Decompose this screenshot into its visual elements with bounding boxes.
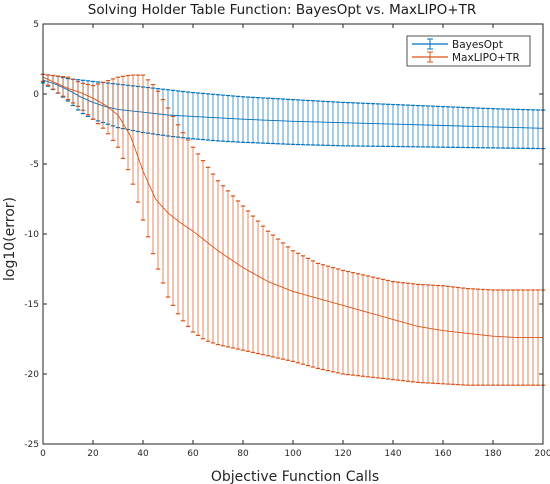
x-tick-label: 140 bbox=[384, 449, 401, 459]
legend-label: MaxLIPO+TR bbox=[452, 52, 520, 64]
x-tick-label: 120 bbox=[334, 449, 351, 459]
x-tick-label: 40 bbox=[137, 449, 149, 459]
y-tick-label: -15 bbox=[24, 300, 39, 310]
chart-title: Solving Holder Table Function: BayesOpt … bbox=[88, 2, 476, 18]
x-tick-label: 100 bbox=[284, 449, 301, 459]
y-tick-label: 0 bbox=[33, 90, 39, 100]
series-maxlipo-tr bbox=[40, 73, 546, 386]
x-tick-label: 20 bbox=[87, 449, 99, 459]
axis-ticks: 0 20 40 60 80 100 120 140 160 180 200 5 0 -5 -10 -15 -20… bbox=[24, 20, 550, 459]
series-bayesopt bbox=[40, 73, 546, 150]
x-tick-label: 180 bbox=[484, 449, 501, 459]
x-tick-label: 0 bbox=[40, 449, 46, 459]
y-axis-label: log10(error) bbox=[2, 197, 18, 281]
y-tick-label: -5 bbox=[30, 160, 39, 170]
legend-label: BayesOpt bbox=[452, 39, 503, 51]
plot-area bbox=[40, 73, 546, 386]
y-tick-label: -25 bbox=[24, 440, 39, 450]
x-tick-label: 160 bbox=[434, 449, 451, 459]
mean-line bbox=[42, 76, 543, 339]
legend-box bbox=[406, 35, 531, 67]
x-tick-label: 200 bbox=[534, 449, 550, 459]
x-tick-label: 60 bbox=[187, 449, 199, 459]
mean-line bbox=[42, 79, 544, 129]
y-tick-label: -10 bbox=[24, 230, 39, 240]
legend-entry: MaxLIPO+TR bbox=[412, 51, 520, 64]
legend-entry: BayesOpt bbox=[412, 38, 503, 51]
y-tick-label: 5 bbox=[33, 20, 39, 30]
y-tick-label: -20 bbox=[24, 370, 39, 380]
x-tick-label: 80 bbox=[237, 449, 249, 459]
x-axis-label: Objective Function Calls bbox=[211, 469, 379, 484]
